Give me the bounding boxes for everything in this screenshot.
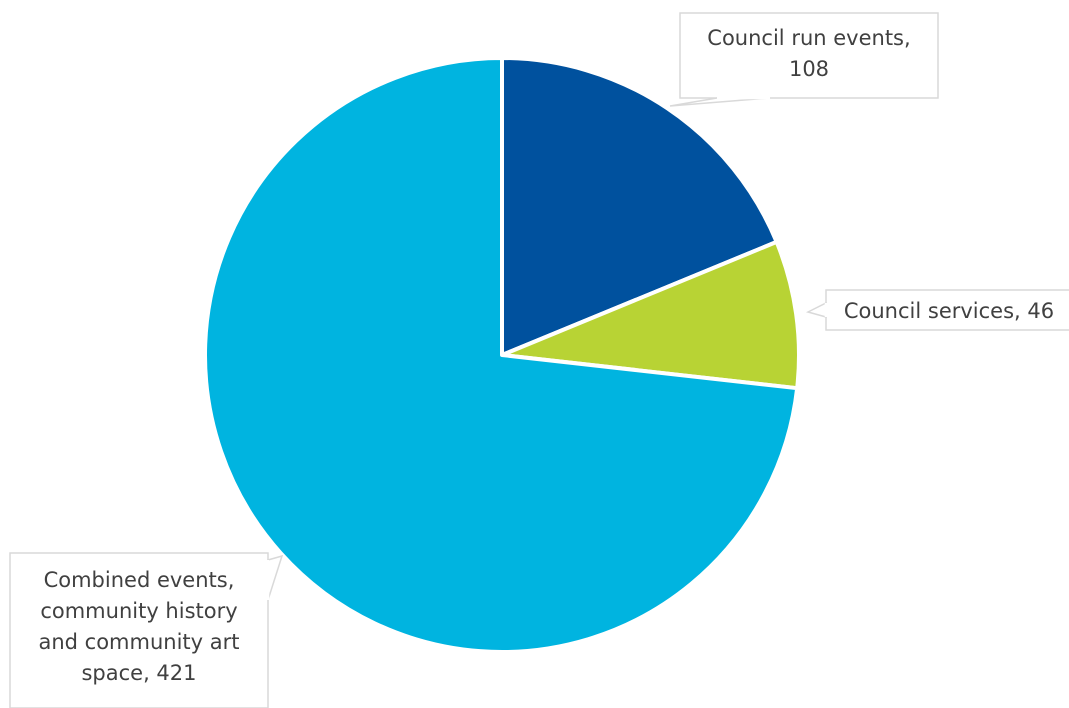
data-label-callouts: Council run events, 108 Council services, … [9, 12, 1069, 708]
data-label-line: 108 [789, 57, 829, 81]
pie-slice-combined-events-community-history-and-community-art-space [203, 56, 800, 654]
callout-pointer [267, 554, 284, 601]
callout-pointer [805, 301, 827, 318]
data-label-line: and community art [38, 630, 239, 654]
data-label-line: Council run events, [707, 26, 910, 50]
data-label-line: Combined events, [44, 568, 235, 592]
callout-council-services: Council services, 46 [805, 289, 1069, 331]
data-label-line: community history [40, 599, 237, 623]
pie-slices [203, 56, 801, 654]
pie-slice-council-run-events [500, 56, 779, 357]
callout-combined-events-community-history-and-community-art-space: Combined events, community history and com… [9, 552, 284, 708]
data-label-line: Council services, 46 [844, 299, 1054, 323]
data-label-line: space, 421 [81, 661, 196, 685]
callout-council-run-events: Council run events, 108 [669, 12, 939, 107]
pie-slice-council-services [500, 239, 801, 391]
callout-box [679, 12, 939, 99]
callout-box [9, 552, 269, 708]
